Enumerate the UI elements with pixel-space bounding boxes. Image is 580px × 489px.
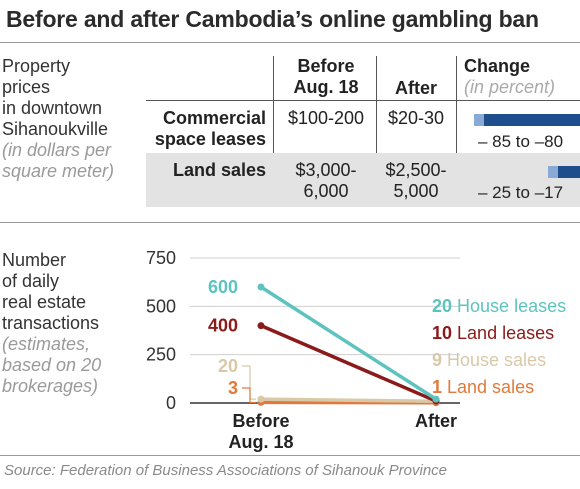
data-point (257, 283, 265, 291)
source-note: Source: Federation of Business Associati… (4, 462, 448, 479)
prices-label: Property prices in downtown Sihanoukvill… (2, 56, 114, 182)
series-line (259, 397, 438, 404)
start-value-label: 3 (228, 378, 238, 398)
prices-unit-note: square meter) (2, 161, 115, 181)
transactions-label-line: of daily (2, 271, 60, 291)
row-label-line: Commercial (162, 108, 266, 128)
row-label-commercial: Commercial space leases (146, 108, 266, 150)
cell-before-line: $3,000- (295, 160, 357, 180)
cell-after-line: 5,000 (393, 181, 439, 201)
series-end-label: 20 House leases (432, 296, 566, 316)
transactions-note: based on 20 (2, 355, 102, 375)
prices-label-line: in downtown (2, 98, 103, 118)
table-header-rule (146, 100, 580, 101)
prices-label-line: Property (2, 56, 71, 76)
top-divider (0, 42, 580, 43)
data-point (257, 322, 265, 330)
series-line (259, 323, 438, 403)
y-tick-label: 500 (146, 296, 176, 316)
transactions-label-line: Number (2, 250, 67, 270)
data-point (432, 395, 440, 403)
header-change-label: Change (464, 56, 531, 76)
table-col-divider (273, 56, 274, 202)
transactions-label: Number of daily real estate transactions… (2, 250, 101, 397)
row-label-line: space leases (154, 129, 266, 149)
transactions-note: (estimates, (2, 334, 91, 354)
header-change-unit: (in percent) (464, 77, 556, 97)
change-bar (558, 166, 580, 178)
start-value-label: 600 (208, 277, 238, 297)
table-col-divider (376, 56, 377, 202)
x-tick-label: After (415, 411, 457, 431)
start-value-label: 20 (218, 356, 238, 376)
bottom-divider (0, 455, 580, 456)
change-bar-range (548, 166, 558, 178)
header-before-line2: Aug. 18 (293, 77, 359, 97)
header-after: After (394, 78, 437, 98)
prices-label-line: Sihanoukville (2, 119, 109, 139)
x-tick-label: Aug. 18 (228, 432, 293, 452)
prices-label-line: prices (2, 77, 51, 97)
prices-unit-note: (in dollars per (2, 140, 112, 160)
mid-divider (0, 222, 580, 223)
series-end-label: 1 Land sales (432, 377, 534, 397)
header-before-line1: Before (297, 56, 355, 76)
row-label-land-sales: Land sales (172, 160, 266, 180)
leader-line (242, 365, 256, 400)
change-value: – 25 to –17 (478, 183, 564, 202)
y-tick-label: 250 (146, 345, 176, 365)
series-end-label: 10 Land leases (432, 323, 554, 343)
header-change: Change (in percent) (464, 56, 555, 98)
cell-after: $20-30 (387, 108, 445, 128)
x-tick-label: Before (232, 411, 289, 431)
change-bar (484, 114, 580, 126)
leader-line (242, 387, 256, 404)
y-tick-label: 750 (146, 248, 176, 268)
cell-before: $3,000- 6,000 (276, 160, 376, 202)
data-point (257, 395, 265, 403)
start-value-label: 400 (208, 316, 238, 336)
table-col-divider (456, 56, 457, 202)
transactions-label-line: real estate (2, 292, 87, 312)
cell-after: $2,500- 5,000 (378, 160, 454, 202)
cell-after-line: $2,500- (385, 160, 447, 180)
series-end-label: 9 House sales (432, 350, 546, 370)
change-bar-range (474, 114, 484, 126)
header-before: Before Aug. 18 (276, 56, 376, 98)
y-tick-label: 0 (166, 393, 176, 413)
cell-before: $100-200 (287, 108, 365, 128)
change-value: – 85 to –80 (478, 132, 564, 151)
transactions-label-line: transactions (2, 313, 100, 333)
series-line (259, 285, 438, 401)
chart-title: Before and after Cambodia’s online gambl… (6, 6, 539, 32)
cell-before-line: 6,000 (303, 181, 349, 201)
table-row-shade (146, 153, 580, 207)
transactions-note: brokerages) (2, 376, 99, 396)
